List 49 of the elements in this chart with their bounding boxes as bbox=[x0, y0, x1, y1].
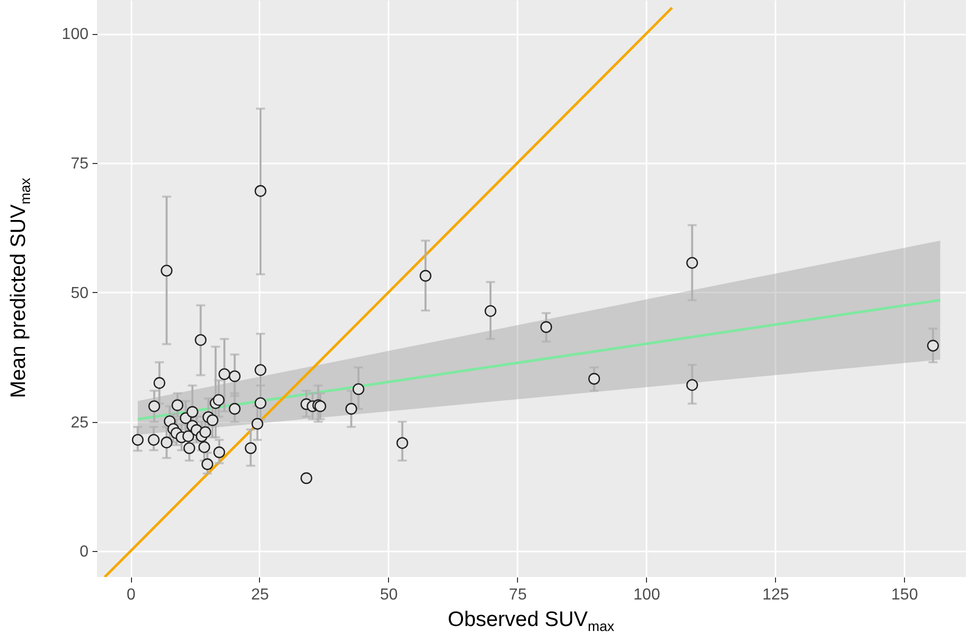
point bbox=[212, 394, 225, 406]
point bbox=[182, 430, 194, 442]
x-tick-label: 125 bbox=[762, 586, 790, 604]
point bbox=[148, 434, 160, 446]
x-axis-title: Observed SUV$_{max}$ bbox=[448, 608, 614, 634]
x-tick-label: 150 bbox=[891, 586, 918, 604]
point bbox=[160, 436, 173, 448]
point bbox=[251, 418, 264, 430]
point bbox=[396, 437, 408, 449]
x-tick-label: 0 bbox=[126, 586, 136, 604]
point bbox=[213, 446, 226, 458]
point bbox=[154, 377, 166, 389]
point bbox=[254, 364, 266, 376]
point bbox=[254, 397, 266, 410]
x-tick-label: 75 bbox=[508, 586, 527, 604]
point bbox=[228, 402, 241, 415]
x-tick-label: 100 bbox=[633, 586, 660, 604]
point bbox=[540, 321, 552, 333]
point bbox=[420, 270, 432, 282]
point bbox=[172, 399, 184, 412]
point bbox=[160, 264, 173, 277]
point bbox=[194, 334, 207, 346]
point bbox=[148, 400, 160, 412]
y-tick-label: 25 bbox=[70, 414, 89, 432]
y-tick-label: 50 bbox=[70, 284, 89, 302]
y-tick-label: 100 bbox=[62, 26, 89, 44]
point bbox=[300, 472, 312, 484]
point bbox=[927, 340, 939, 352]
point bbox=[352, 383, 364, 396]
point bbox=[254, 185, 266, 197]
y-tick-label: 0 bbox=[80, 544, 89, 561]
point bbox=[588, 372, 600, 385]
x-tick-label: 50 bbox=[380, 586, 398, 604]
x-tick-label: 25 bbox=[251, 586, 269, 604]
point bbox=[132, 434, 144, 446]
point bbox=[198, 441, 210, 453]
point bbox=[183, 442, 196, 454]
point bbox=[201, 458, 214, 470]
point bbox=[686, 379, 698, 391]
point bbox=[228, 370, 241, 382]
y-tick-label: 75 bbox=[70, 156, 89, 173]
point bbox=[186, 406, 198, 418]
point bbox=[206, 414, 218, 426]
point bbox=[484, 305, 496, 317]
point bbox=[218, 368, 230, 380]
point bbox=[686, 257, 698, 269]
point bbox=[345, 402, 358, 415]
point bbox=[199, 426, 212, 438]
point bbox=[244, 442, 257, 454]
